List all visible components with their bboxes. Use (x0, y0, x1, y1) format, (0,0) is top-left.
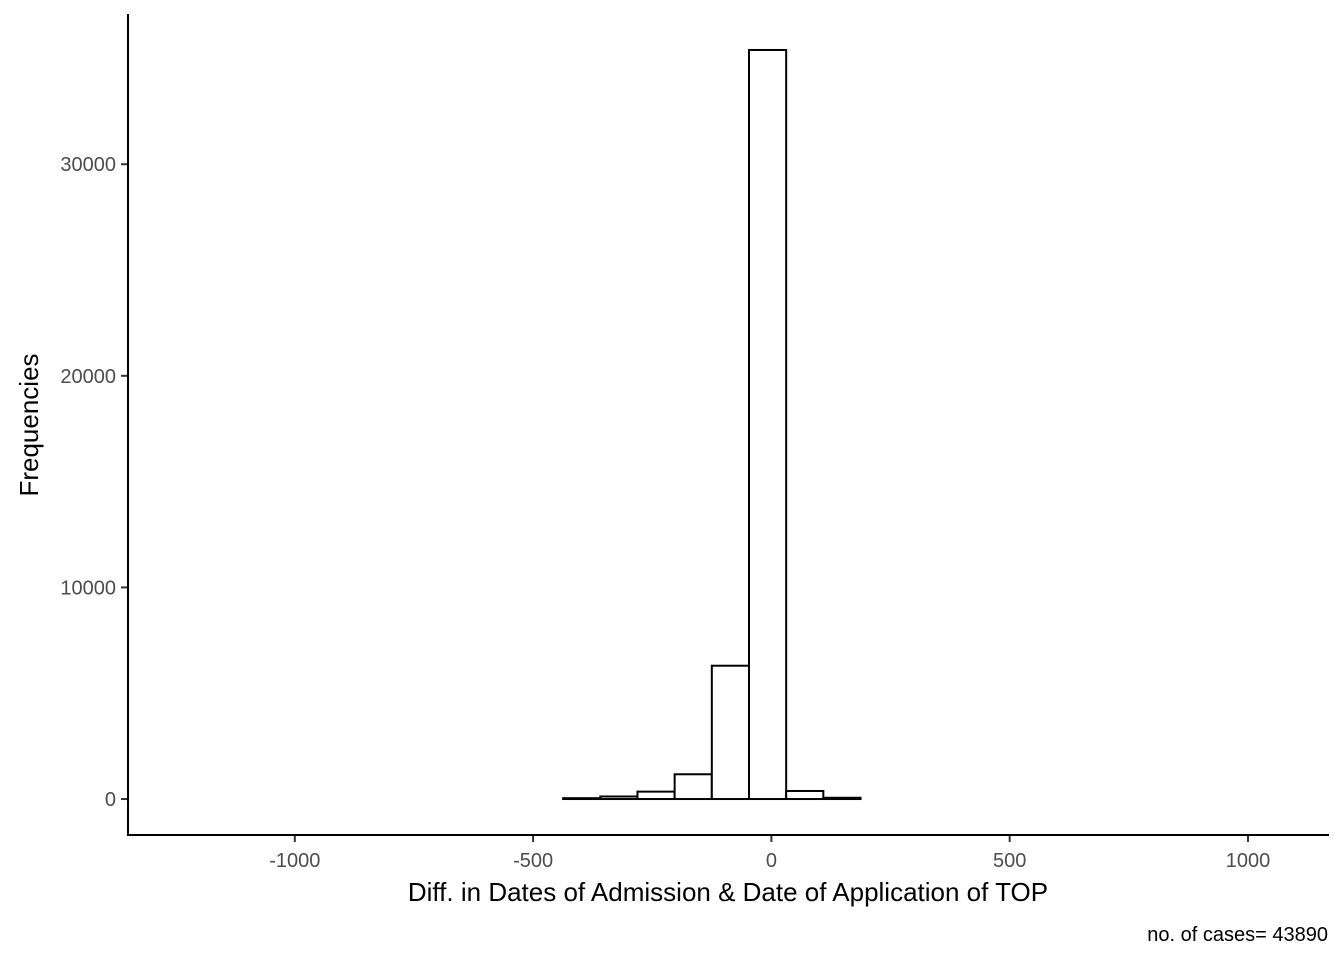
y-axis-ticks: 0 10000 20000 30000 (60, 154, 128, 811)
x-tick-label-1: -500 (513, 850, 553, 872)
chart-caption: no. of cases= 43890 (1147, 924, 1328, 946)
histogram-bar-15 (710, 664, 750, 801)
x-tick-label-0: -1000 (269, 850, 320, 872)
histogram-bar-17 (785, 789, 825, 801)
y-tick-label-0: 0 (105, 789, 116, 811)
histogram-bar-12 (599, 795, 639, 801)
x-tick-label-2: 0 (766, 850, 777, 872)
histogram-bar-13 (636, 790, 676, 801)
histogram-bar-16 (747, 48, 788, 801)
histogram-bar-14 (673, 773, 713, 801)
x-axis-ticks: -1000 -500 0 500 1000 (269, 835, 1270, 872)
x-axis-title: Diff. in Dates of Admission & Date of Ap… (408, 877, 1048, 907)
y-axis-title: Frequencies (14, 353, 44, 496)
histogram-bar-18 (822, 796, 862, 801)
y-tick-label-2: 20000 (60, 366, 116, 388)
x-tick-label-3: 500 (993, 850, 1026, 872)
histogram-bar-11 (562, 797, 602, 801)
y-tick-label-3: 30000 (60, 154, 116, 176)
x-tick-label-4: 1000 (1226, 850, 1271, 872)
histogram-bars (562, 48, 862, 801)
y-tick-label-1: 10000 (60, 577, 116, 599)
